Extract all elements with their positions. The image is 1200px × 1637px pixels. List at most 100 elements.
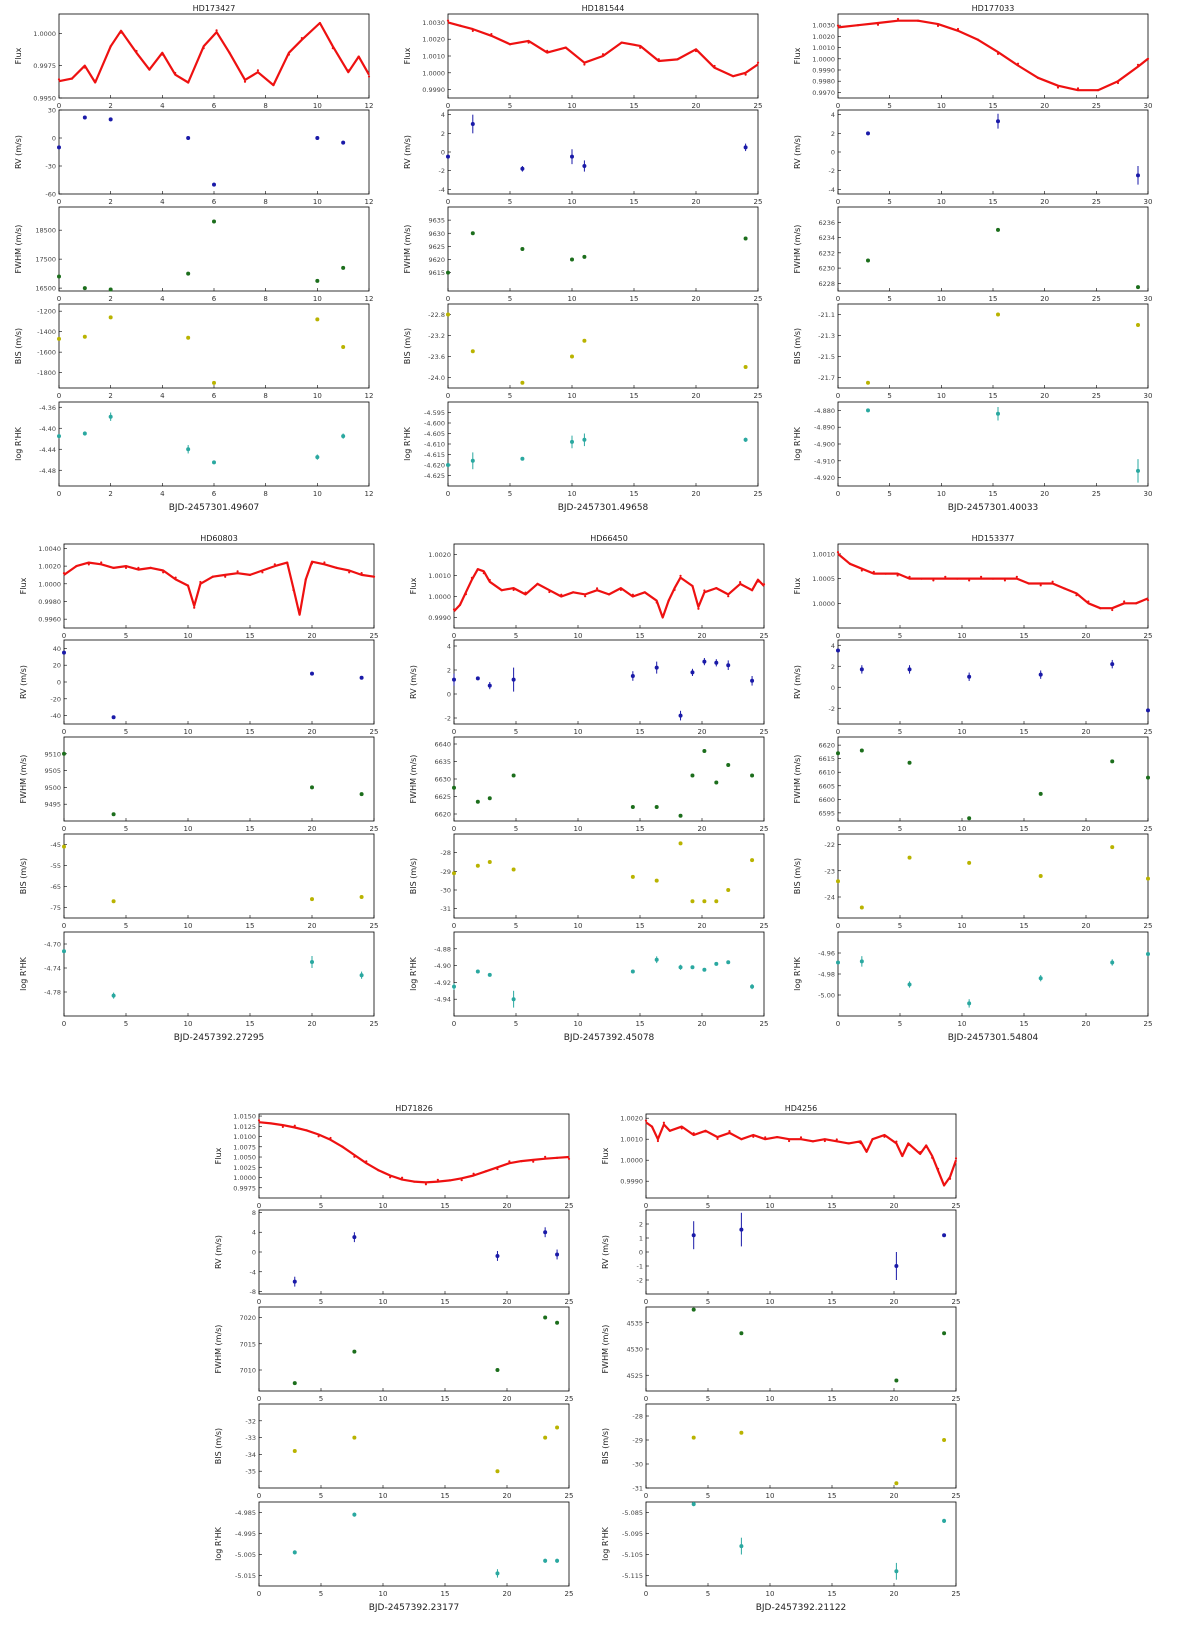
y-tick-label: -4.610: [424, 441, 445, 449]
star-title: HD177033: [972, 4, 1015, 13]
flux-point: [100, 561, 103, 564]
fwhm-point: [475, 799, 480, 804]
flux-panel: 0 5 10 15 20 25 0.9990 1.0000 1.0010 1.0020 Flux HD…: [601, 1104, 960, 1210]
flux-point: [691, 584, 694, 588]
y-tick-label: -1200: [37, 308, 56, 316]
x-tick-label: 20: [890, 1395, 899, 1403]
x-tick-label: 25: [565, 1395, 574, 1403]
fwhm-point: [310, 785, 314, 790]
rhk-point: [520, 456, 525, 461]
y-tick-label: 1.0005: [812, 575, 835, 583]
x-tick-label: 8: [263, 198, 267, 206]
y-tick-label: 4: [831, 642, 835, 650]
flux-axes-frame: [837, 13, 1149, 99]
rv-ylabel: RV (m/s): [409, 665, 418, 699]
x-tick-label: 12: [365, 295, 374, 303]
flux-point: [317, 1135, 320, 1138]
star-title: HD181544: [582, 4, 625, 13]
x-tick-label: 0: [57, 392, 61, 400]
flux-point: [1075, 594, 1078, 597]
y-tick-label: 7020: [239, 1314, 256, 1322]
flux-point: [1136, 63, 1140, 66]
flux-point: [896, 574, 899, 577]
flux-point: [1027, 582, 1030, 585]
rv-point: [714, 660, 719, 665]
fwhm-point: [691, 1307, 696, 1312]
flux-point: [496, 1167, 499, 1171]
x-tick-label: 0: [62, 728, 66, 736]
flux-point: [931, 1156, 934, 1159]
flux-point: [292, 588, 295, 592]
x-tick-label: 12: [365, 490, 374, 498]
x-tick-label: 2: [108, 490, 112, 498]
rhk-axes-frame: [58, 401, 370, 487]
y-tick-label: -4.40: [39, 425, 56, 433]
flux-point: [484, 1170, 487, 1173]
fwhm-point: [487, 796, 492, 801]
flux-point: [871, 1138, 874, 1141]
flux-point: [996, 52, 1000, 55]
flux-point: [269, 1122, 273, 1125]
x-tick-label: 0: [836, 728, 840, 736]
y-tick-label: -33: [245, 1434, 256, 1442]
x-tick-label: 25: [1144, 922, 1153, 930]
flux-point: [508, 1160, 511, 1163]
rhk-point: [511, 997, 516, 1002]
flux-point: [595, 587, 599, 590]
x-tick-label: 0: [644, 1202, 648, 1210]
bis-panel: 0 2 4 6 8 10 12 -1200 -1400 -1600 -1800 BIS (m/s): [14, 303, 373, 400]
fwhm-point: [967, 816, 972, 821]
flux-point: [1146, 57, 1150, 60]
x-tick-label: 25: [1092, 198, 1101, 206]
bis-point: [82, 334, 87, 339]
flux-point: [752, 1135, 755, 1138]
y-tick-label: 0.9980: [38, 598, 61, 606]
flux-point: [186, 584, 190, 587]
y-tick-label: -5.00: [818, 992, 835, 1000]
fwhm-point: [341, 265, 346, 270]
fwhm-axes-frame: [63, 736, 375, 822]
x-tick-label: 0: [836, 922, 840, 930]
flux-point: [704, 1129, 707, 1132]
flux-point: [583, 63, 586, 66]
bis-point: [866, 380, 870, 385]
x-tick-label: 15: [441, 1202, 450, 1210]
flux-point: [300, 36, 303, 40]
bis-point: [446, 312, 450, 317]
flux-point: [835, 1138, 838, 1141]
flux-point: [968, 579, 971, 582]
x-tick-label: 10: [184, 728, 193, 736]
flux-point: [57, 78, 61, 81]
flux-point: [942, 1184, 946, 1187]
bis-axes-frame: [258, 1403, 570, 1489]
y-tick-label: -30: [45, 163, 56, 171]
y-tick-label: 1.0010: [428, 572, 451, 580]
x-tick-label: 25: [370, 1020, 379, 1028]
bis-ylabel: BIS (m/s): [601, 1428, 610, 1464]
bis-ylabel: BIS (m/s): [409, 858, 418, 894]
x-tick-label: 25: [760, 1020, 769, 1028]
rv-point: [678, 713, 683, 718]
y-tick-label: 1.0020: [38, 563, 61, 571]
rv-point: [630, 674, 635, 678]
y-tick-label: -4: [829, 186, 835, 194]
flux-point: [740, 1138, 743, 1141]
flux-point: [661, 614, 664, 617]
bis-point: [894, 1481, 899, 1486]
bis-panel: 0 5 10 15 20 25 -28 -29 -30 -31 BIS (m/s): [601, 1403, 960, 1500]
x-tick-label: 0: [446, 198, 450, 206]
y-tick-label: -23.2: [428, 332, 445, 340]
fwhm-panel: 0 5 10 15 20 25 4525 4530 4535 FWHM (m/s): [601, 1306, 960, 1403]
y-tick-label: 1.0125: [233, 1123, 256, 1131]
rhk-point: [212, 460, 216, 465]
x-tick-label: 10: [568, 392, 577, 400]
x-tick-label: 15: [441, 1298, 450, 1306]
flux-point: [256, 69, 260, 72]
x-tick-label: 15: [989, 198, 998, 206]
x-tick-label: 5: [319, 1202, 323, 1210]
y-tick-label: 6595: [818, 809, 835, 817]
x-tick-label: 25: [1144, 1020, 1153, 1028]
fwhm-point: [570, 257, 574, 262]
x-tick-label: 0: [644, 1395, 648, 1403]
x-tick-label: 0: [452, 922, 456, 930]
